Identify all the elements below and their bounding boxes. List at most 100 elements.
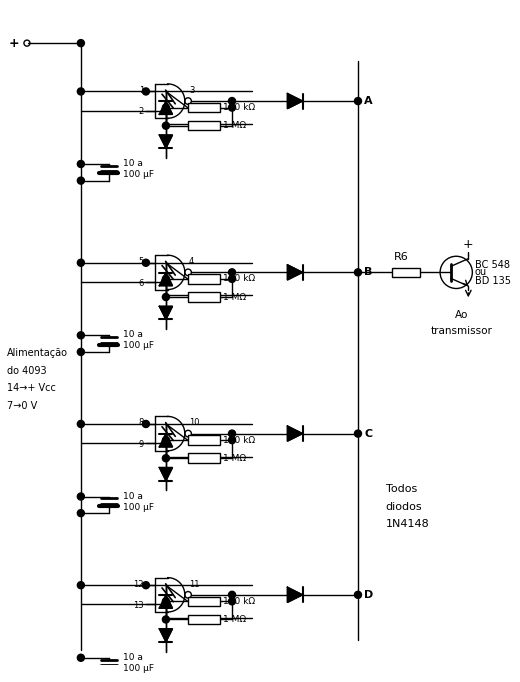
Polygon shape	[159, 135, 173, 148]
Circle shape	[228, 98, 236, 104]
Text: ou: ou	[475, 267, 487, 278]
Circle shape	[162, 278, 170, 286]
Circle shape	[228, 591, 236, 598]
Circle shape	[355, 269, 361, 276]
Text: 7→0 V: 7→0 V	[7, 401, 37, 411]
Bar	[392, 267, 420, 277]
Text: 100 μF: 100 μF	[123, 664, 154, 673]
Bar	[188, 597, 220, 606]
Polygon shape	[159, 101, 173, 115]
Polygon shape	[288, 265, 303, 280]
Circle shape	[77, 88, 84, 95]
Text: 3: 3	[189, 86, 194, 95]
Text: BC 548: BC 548	[475, 260, 510, 270]
Circle shape	[162, 107, 170, 114]
Text: 100 kΩ: 100 kΩ	[223, 274, 255, 284]
Text: 10 a: 10 a	[123, 159, 142, 168]
Circle shape	[355, 98, 361, 104]
Text: transmissor: transmissor	[431, 327, 492, 336]
Text: 11: 11	[189, 580, 199, 589]
Circle shape	[77, 259, 84, 266]
Text: 100 kΩ: 100 kΩ	[223, 103, 255, 112]
Circle shape	[77, 331, 84, 339]
Circle shape	[77, 493, 84, 500]
Circle shape	[77, 177, 84, 184]
Circle shape	[162, 104, 170, 111]
Circle shape	[228, 104, 236, 111]
Circle shape	[142, 420, 149, 428]
Polygon shape	[159, 468, 173, 481]
Text: do 4093: do 4093	[7, 366, 46, 376]
Text: 2: 2	[139, 107, 144, 117]
Text: 5: 5	[139, 257, 144, 266]
Text: +: +	[8, 37, 19, 50]
Bar	[188, 614, 220, 624]
Text: +: +	[463, 238, 474, 251]
Polygon shape	[159, 629, 173, 642]
Text: Todos: Todos	[386, 484, 417, 494]
Circle shape	[162, 616, 170, 623]
Circle shape	[162, 601, 170, 608]
Circle shape	[355, 591, 361, 598]
Circle shape	[355, 430, 361, 437]
Text: 9: 9	[139, 440, 144, 449]
Circle shape	[77, 509, 84, 517]
Circle shape	[77, 160, 84, 168]
Text: 12: 12	[134, 580, 144, 589]
Circle shape	[228, 269, 236, 276]
Text: 14→+ Vcc: 14→+ Vcc	[7, 383, 56, 394]
Text: 1 MΩ: 1 MΩ	[223, 121, 246, 130]
Bar	[188, 435, 220, 445]
Bar	[188, 103, 220, 113]
Text: 10: 10	[189, 418, 199, 428]
Circle shape	[77, 582, 84, 589]
Circle shape	[228, 430, 236, 437]
Text: A: A	[364, 96, 373, 106]
Polygon shape	[288, 587, 303, 602]
Text: R6: R6	[394, 252, 408, 263]
Circle shape	[228, 276, 236, 282]
Text: 100 μF: 100 μF	[123, 170, 154, 179]
Text: 100 μF: 100 μF	[123, 503, 154, 512]
Text: diodos: diodos	[386, 502, 422, 512]
Text: 1N4148: 1N4148	[386, 519, 430, 529]
Circle shape	[228, 436, 236, 443]
Circle shape	[162, 440, 170, 447]
Circle shape	[142, 582, 149, 589]
Polygon shape	[159, 273, 173, 286]
Circle shape	[77, 40, 84, 46]
Text: Ao: Ao	[454, 310, 468, 321]
Text: 1 MΩ: 1 MΩ	[223, 615, 246, 624]
Circle shape	[162, 122, 170, 129]
Circle shape	[77, 349, 84, 355]
Text: 8: 8	[138, 418, 144, 428]
Circle shape	[162, 455, 170, 462]
Text: 10 a: 10 a	[123, 653, 142, 662]
Bar	[188, 274, 220, 284]
Circle shape	[228, 598, 236, 605]
Text: D: D	[364, 590, 373, 600]
Polygon shape	[288, 93, 303, 108]
Text: 1 MΩ: 1 MΩ	[223, 454, 246, 463]
Text: 1 MΩ: 1 MΩ	[223, 293, 246, 301]
Text: 100 kΩ: 100 kΩ	[223, 597, 255, 606]
Text: BD 135: BD 135	[475, 276, 511, 286]
Circle shape	[77, 671, 84, 678]
Text: Alimentação: Alimentação	[7, 348, 68, 358]
Text: C: C	[364, 428, 372, 439]
Text: 13: 13	[133, 601, 144, 610]
Polygon shape	[288, 426, 303, 441]
Circle shape	[77, 420, 84, 428]
Text: 100 μF: 100 μF	[123, 342, 154, 351]
Bar	[188, 121, 220, 130]
Circle shape	[162, 598, 170, 605]
Bar	[188, 292, 220, 302]
Circle shape	[162, 293, 170, 301]
Polygon shape	[159, 434, 173, 447]
Text: 10 a: 10 a	[123, 330, 142, 340]
Circle shape	[162, 436, 170, 443]
Text: B: B	[364, 267, 372, 278]
Text: 100 kΩ: 100 kΩ	[223, 436, 255, 445]
Polygon shape	[159, 595, 173, 608]
Text: 1: 1	[139, 86, 144, 95]
